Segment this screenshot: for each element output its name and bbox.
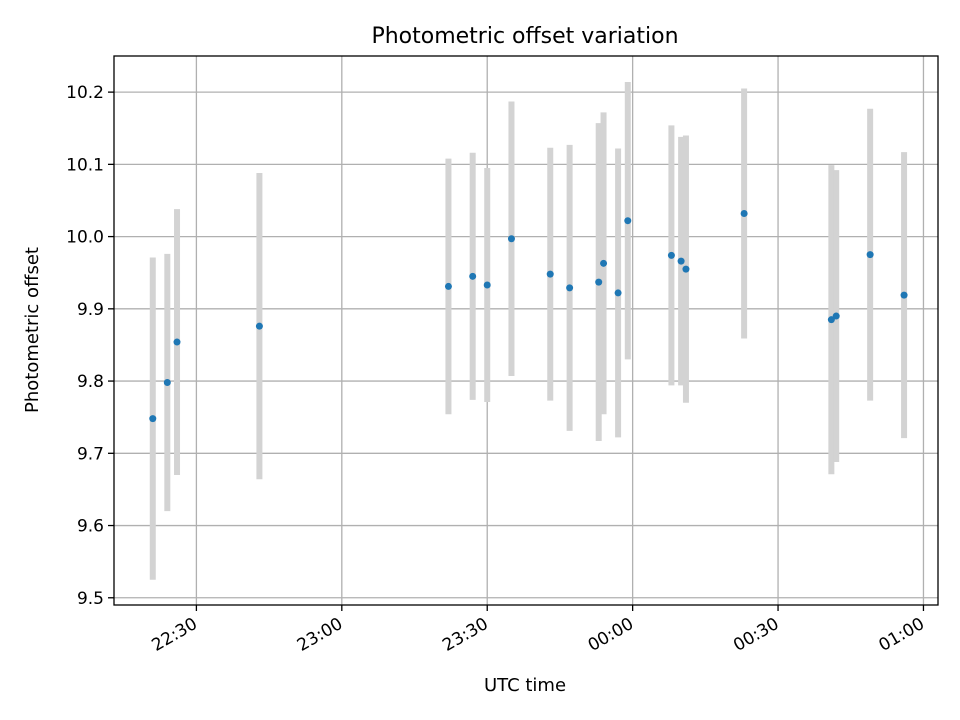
data-point bbox=[600, 259, 608, 267]
y-tick-label: 9.7 bbox=[77, 444, 104, 464]
y-tick-label: 10.2 bbox=[66, 83, 104, 103]
x-tick-label: 23:00 bbox=[294, 614, 346, 656]
data-point bbox=[677, 257, 685, 265]
data-point bbox=[866, 251, 874, 259]
data-point bbox=[483, 281, 491, 289]
y-axis: 9.5 9.6 9.7 9.8 9.9 10.0 10.1 10.2 bbox=[66, 83, 114, 609]
data-point bbox=[614, 289, 622, 297]
data-point bbox=[667, 251, 675, 259]
y-tick-label: 10.1 bbox=[66, 155, 104, 175]
x-tick-label: 22:30 bbox=[148, 614, 200, 656]
data-point bbox=[163, 379, 171, 387]
x-tick-label: 01:00 bbox=[876, 614, 928, 656]
x-axis: 22:30 23:00 23:30 00:00 00:30 01:00 bbox=[148, 605, 928, 656]
plot-background bbox=[114, 56, 938, 605]
data-point bbox=[740, 209, 748, 217]
data-point bbox=[624, 217, 632, 225]
plot-frame bbox=[113, 55, 939, 606]
data-point bbox=[682, 265, 690, 273]
x-axis-label: UTC time bbox=[484, 675, 566, 696]
data-points bbox=[149, 209, 908, 423]
grid bbox=[114, 56, 938, 605]
data-point bbox=[255, 322, 263, 330]
data-point bbox=[149, 415, 157, 423]
chart-title: Photometric offset variation bbox=[371, 24, 678, 49]
y-tick-label: 9.6 bbox=[77, 517, 104, 537]
data-point bbox=[832, 312, 840, 320]
y-tick-label: 9.5 bbox=[77, 589, 104, 609]
data-point bbox=[900, 291, 908, 299]
y-axis-label: Photometric offset bbox=[22, 247, 43, 413]
data-point bbox=[507, 235, 515, 243]
x-tick-label: 23:30 bbox=[439, 614, 491, 656]
data-point bbox=[566, 284, 574, 292]
data-point bbox=[595, 278, 603, 286]
y-tick-label: 9.9 bbox=[77, 300, 104, 320]
y-tick-label: 9.8 bbox=[77, 372, 104, 392]
x-tick-label: 00:00 bbox=[585, 614, 637, 656]
data-point bbox=[444, 282, 452, 290]
data-point bbox=[827, 316, 835, 324]
x-tick-label: 00:30 bbox=[730, 614, 782, 656]
data-point bbox=[173, 338, 181, 346]
y-tick-label: 10.0 bbox=[66, 228, 104, 248]
data-point bbox=[546, 270, 554, 278]
data-point bbox=[469, 272, 477, 280]
